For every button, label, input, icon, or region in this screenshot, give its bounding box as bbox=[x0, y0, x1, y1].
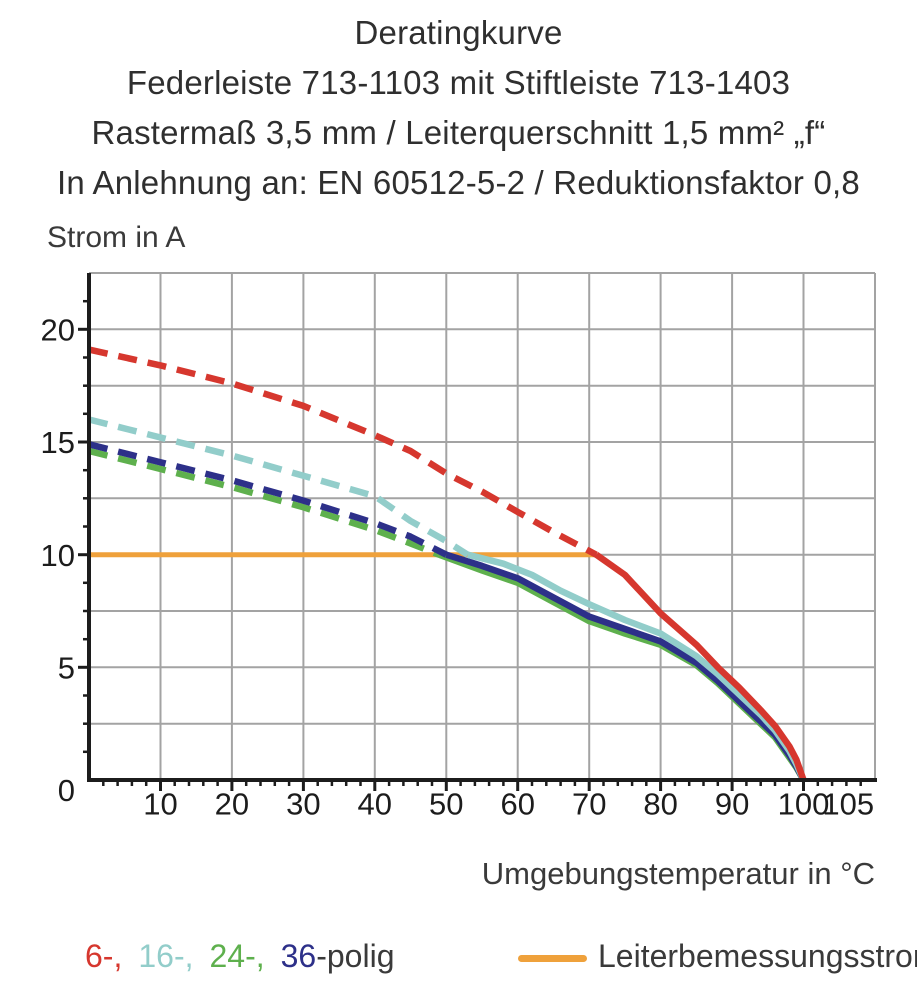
x-tick-70: 70 bbox=[572, 786, 606, 821]
legend: 6-, 16-, 24-, 36-polig Leiterbemessungsstro… bbox=[0, 938, 917, 983]
y-tick-10: 10 bbox=[41, 538, 75, 573]
y-axis-title: Strom in A bbox=[47, 221, 186, 254]
chart-title-block: Deratingkurve Federleiste 713-1103 mit S… bbox=[0, 8, 917, 208]
legend-item-24-polig: 24-, bbox=[209, 938, 265, 974]
x-tick-30: 30 bbox=[286, 786, 320, 821]
x-tick-90: 90 bbox=[715, 786, 749, 821]
rated-current-swatch bbox=[518, 955, 587, 962]
legend-item-polig-suffix: -polig bbox=[316, 938, 395, 974]
axes-layer bbox=[78, 273, 877, 791]
legend-item-36: 36 bbox=[280, 938, 317, 974]
x-tick-40: 40 bbox=[358, 786, 392, 821]
x-tick-100: 100 bbox=[778, 786, 830, 821]
x-tick-60: 60 bbox=[500, 786, 534, 821]
legend-item-6-polig: 6-, bbox=[85, 938, 123, 974]
chart-subtitle-standard: In Anlehnung an: EN 60512-5-2 / Reduktio… bbox=[57, 164, 860, 201]
y-tick-5: 5 bbox=[58, 650, 75, 685]
x-tick-20: 20 bbox=[215, 786, 249, 821]
x-tick-50: 50 bbox=[429, 786, 463, 821]
pole-count-legend: 6-, 16-, 24-, 36-polig bbox=[85, 938, 394, 975]
chart-subtitle-products: Federleiste 713-1103 mit Stiftleiste 713… bbox=[126, 64, 791, 101]
x-tick-105: 105 bbox=[822, 786, 874, 821]
x-axis-title: Umgebungstemperatur in °C bbox=[481, 856, 875, 891]
x-tick-10: 10 bbox=[143, 786, 177, 821]
rated-current-label: Leiterbemessungsstrom bbox=[598, 938, 917, 974]
legend-item-16-polig: 16-, bbox=[138, 938, 194, 974]
x-tick-80: 80 bbox=[643, 786, 677, 821]
grid-layer bbox=[89, 272, 876, 780]
chart-subtitle-spec: Rastermaß 3,5 mm / Leiterquerschnitt 1,5… bbox=[91, 114, 826, 151]
y-tick-20: 20 bbox=[41, 312, 75, 347]
y-tick-15: 15 bbox=[41, 425, 75, 460]
chart-title: Deratingkurve bbox=[354, 14, 563, 51]
y-tick-0: 0 bbox=[58, 773, 75, 808]
series-6-polig bbox=[88, 346, 807, 782]
